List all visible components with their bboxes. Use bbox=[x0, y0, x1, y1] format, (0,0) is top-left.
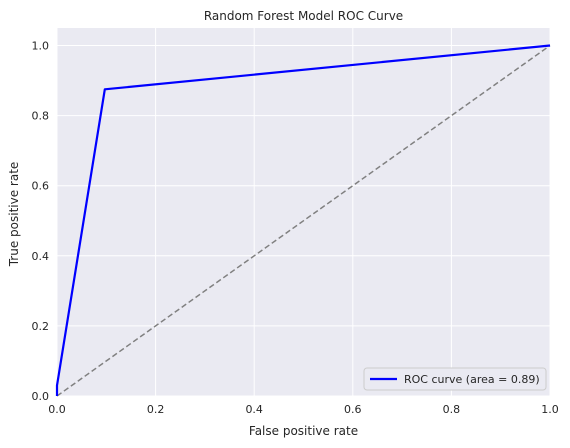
x-tick-label: 0.4 bbox=[245, 403, 263, 416]
grid bbox=[56, 28, 551, 397]
y-tick-label: 0.6 bbox=[32, 180, 50, 193]
roc-curve-line bbox=[55, 44, 551, 396]
plot-area bbox=[57, 28, 550, 396]
y-tick-label: 1.0 bbox=[32, 40, 50, 53]
legend-box bbox=[363, 367, 547, 391]
y-tick-labels: 0.0 0.2 0.4 0.6 0.8 1.0 bbox=[32, 40, 50, 403]
legend: ROC curve (area = 0.89) bbox=[363, 367, 547, 391]
y-tick-label: 0.2 bbox=[32, 320, 50, 333]
y-tick-label: 0.4 bbox=[32, 250, 50, 263]
x-tick-label: 0.2 bbox=[147, 403, 165, 416]
chance-line bbox=[56, 44, 551, 397]
x-tick-label: 0.0 bbox=[48, 403, 66, 416]
series-group bbox=[55, 44, 551, 397]
x-tick-label: 0.6 bbox=[344, 403, 362, 416]
x-tick-labels: 0.0 0.2 0.4 0.6 0.8 1.0 bbox=[48, 403, 559, 416]
x-tick-label: 1.0 bbox=[541, 403, 559, 416]
y-tick-label: 0.8 bbox=[32, 110, 50, 123]
y-axis-label: True positive rate bbox=[7, 162, 21, 268]
y-tick-label: 0.0 bbox=[32, 390, 50, 403]
x-tick-label: 0.8 bbox=[443, 403, 461, 416]
x-axis-label: False positive rate bbox=[249, 424, 358, 438]
chart-title: Random Forest Model ROC Curve bbox=[204, 9, 403, 23]
legend-label-roc: ROC curve (area = 0.89) bbox=[404, 373, 540, 386]
